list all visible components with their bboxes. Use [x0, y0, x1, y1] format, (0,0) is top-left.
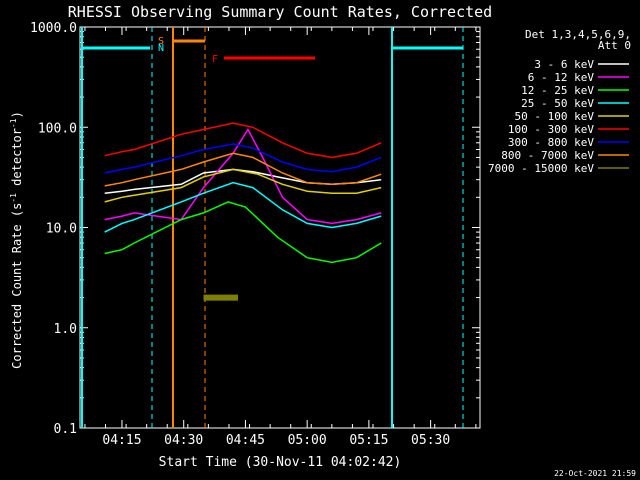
x-tick-label: 05:30: [411, 433, 450, 448]
series-line-1: [104, 127, 382, 225]
chart-title: RHESSI Observing Summary Count Rates, Co…: [68, 3, 492, 21]
series-group: [104, 122, 382, 301]
y-axis-label-part: ): [10, 111, 24, 118]
y-axis-label-sup: -1: [9, 118, 18, 128]
x-tick-label: 05:00: [288, 433, 327, 448]
series-line-6: [104, 143, 382, 174]
x-tick-label: 04:30: [164, 433, 203, 448]
legend-label: 100 - 300 keV: [508, 123, 594, 136]
plot-frame: [79, 26, 481, 429]
series-line-3: [104, 181, 382, 233]
y-tick-label: 10.0: [46, 222, 77, 237]
f-label: F: [212, 54, 218, 65]
legend-title: Att 0: [598, 39, 631, 52]
y-axis-label: Corrected Count Rate (s-1 detector-1): [9, 111, 24, 369]
series-line-7: [104, 152, 382, 187]
footer-date: 22-Oct-2021 21:59: [554, 469, 636, 478]
legend-label: 6 - 12 keV: [528, 71, 595, 84]
series-line-5: [104, 122, 382, 159]
series-line-4: [104, 168, 382, 203]
y-tick-label: 0.1: [54, 422, 77, 437]
legend-label: 800 - 7000 keV: [501, 149, 594, 162]
y-tick-label: 1.0: [54, 322, 77, 337]
y-axis: 0.1 1.0 10.0 100.0 1000.0: [30, 21, 480, 437]
x-axis-label: Start Time (30-Nov-11 04:02:42): [159, 455, 402, 470]
s-label: S: [158, 36, 164, 47]
legend-label: 50 - 100 keV: [515, 110, 595, 123]
series-line-0: [104, 168, 382, 194]
x-tick-label: 05:15: [349, 433, 388, 448]
n-label: N: [158, 43, 164, 54]
legend-title: Det 1,3,4,5,6,9,: [525, 28, 631, 41]
markers: SN F: [81, 27, 464, 428]
x-axis: 04:15 04:30 04:45 05:00 05:15 05:30: [84, 27, 477, 448]
legend-label: 12 - 25 keV: [521, 84, 594, 97]
legend-label: 25 - 50 keV: [521, 97, 594, 110]
y-tick-label: 100.0: [38, 121, 77, 136]
legend-label: 300 - 800 keV: [508, 136, 594, 149]
legend-label: 3 - 6 keV: [534, 58, 594, 71]
y-axis-label-part: Corrected Count Rate (s: [10, 203, 24, 369]
y-tick-label: 1000.0: [30, 21, 77, 36]
series-line-2: [104, 201, 382, 264]
x-tick-label: 04:45: [226, 433, 265, 448]
y-axis-label-part: detector: [10, 128, 24, 193]
y-axis-label-sup: -1: [9, 193, 18, 203]
legend-label: 7000 - 15000 keV: [488, 162, 594, 175]
x-tick-label: 04:15: [102, 433, 141, 448]
